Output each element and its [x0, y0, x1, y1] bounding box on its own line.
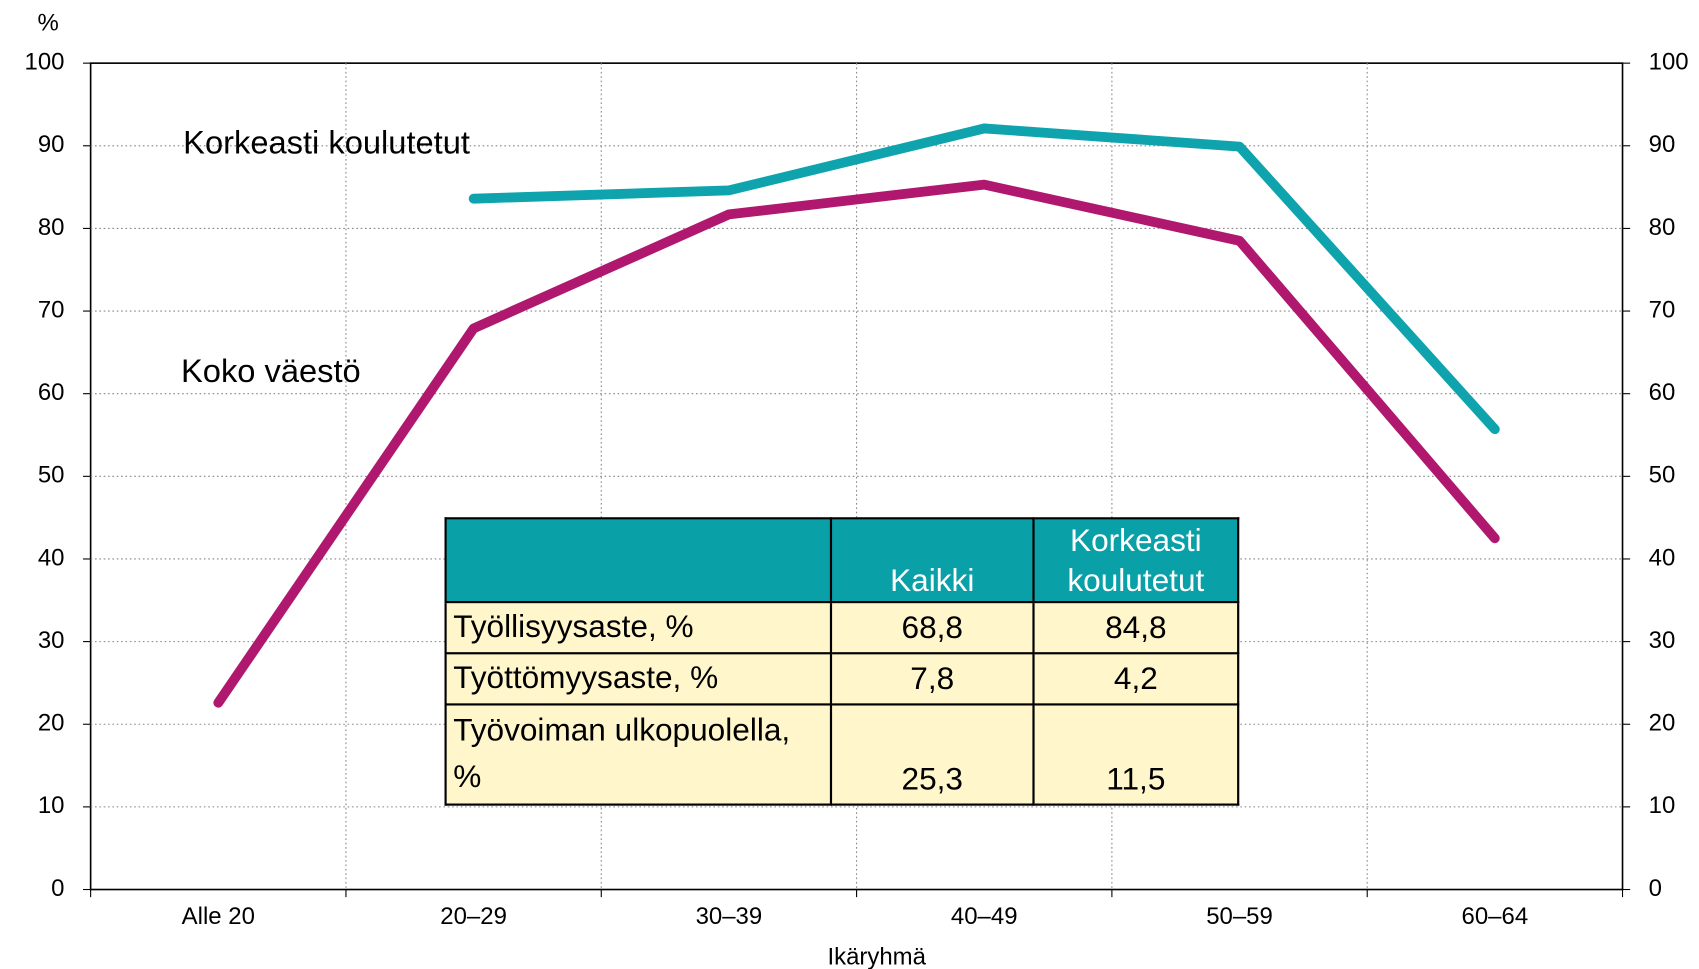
y2-tick-label: 70 [1649, 296, 1676, 323]
y-tick-label: 20 [38, 710, 65, 737]
y2-tick-label: 0 [1649, 875, 1662, 902]
row-label: Työvoiman ulkopuolella, % [444, 703, 833, 806]
x-tick-label: 30–39 [696, 903, 763, 930]
series-label: Korkeasti koulutetut [183, 123, 470, 160]
table-container: Kaikki Korkeasti koulutetut Työllisyysas… [444, 517, 1240, 806]
y-tick-label: 100 [25, 48, 65, 75]
y2-tick-label: 50 [1649, 462, 1676, 489]
y-tick-label: 10 [38, 792, 65, 819]
series-line [213, 179, 1500, 708]
y2-tick-label: 90 [1649, 131, 1676, 158]
cell: 4,2 [1032, 652, 1240, 706]
y2-tick-label: 100 [1649, 48, 1689, 75]
y2-tick-label: 20 [1649, 710, 1676, 737]
y2-tick-label: 10 [1649, 792, 1676, 819]
x-axis-label: Ikäryhmä [827, 943, 926, 969]
y2-tick-label: 60 [1649, 379, 1676, 406]
table-header: Kaikki Korkeasti koulutetut [444, 517, 1240, 604]
cell: 84,8 [1032, 600, 1240, 655]
header-cell: Kaikki [829, 517, 1035, 604]
x-tick-label: 50–59 [1206, 903, 1273, 930]
row-label: Työttömyysaste, % [444, 652, 833, 706]
header-cell [444, 517, 833, 604]
y-axis-label: % [38, 9, 59, 36]
y-tick-label: 80 [38, 214, 65, 241]
summary-table: Kaikki Korkeasti koulutetut Työllisyysas… [444, 517, 1240, 806]
row-label: Työllisyysaste, % [444, 600, 833, 655]
y-tick-label: 60 [38, 379, 65, 406]
cell: 11,5 [1032, 703, 1240, 806]
y2-tick-label: 80 [1649, 214, 1676, 241]
y2-tick-label: 40 [1649, 544, 1676, 571]
series-label: Koko väestö [181, 352, 361, 389]
y-tick-label: 40 [38, 544, 65, 571]
y-tick-label: 0 [51, 875, 64, 902]
y2-tick-label: 30 [1649, 627, 1676, 654]
x-tick-label: 60–64 [1462, 903, 1529, 930]
x-tick-label: Alle 20 [182, 903, 255, 930]
cell: 7,8 [829, 652, 1035, 706]
y-tick-label: 90 [38, 131, 65, 158]
table-row: Työttömyysaste, % 7,8 4,2 [444, 652, 1240, 706]
header-cell: Korkeasti koulutetut [1032, 517, 1240, 604]
y-tick-label: 70 [38, 296, 65, 323]
table-row: Työllisyysaste, % 68,8 84,8 [444, 600, 1240, 655]
x-tick-label: 20–29 [440, 903, 507, 930]
x-tick-label: 40–49 [951, 903, 1018, 930]
y-tick-label: 30 [38, 627, 65, 654]
table-row: Työvoiman ulkopuolella, % 25,3 11,5 [444, 703, 1240, 806]
cell: 25,3 [829, 703, 1035, 806]
cell: 68,8 [829, 600, 1035, 655]
y-tick-label: 50 [38, 462, 65, 489]
series-line [468, 123, 1500, 435]
